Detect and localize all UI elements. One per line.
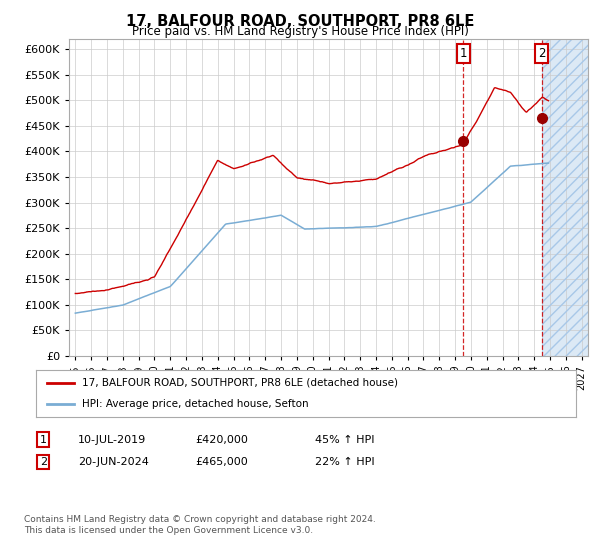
Text: 22% ↑ HPI: 22% ↑ HPI	[315, 457, 374, 467]
Text: 1: 1	[460, 47, 467, 60]
Text: £420,000: £420,000	[195, 435, 248, 445]
Text: 17, BALFOUR ROAD, SOUTHPORT, PR8 6LE: 17, BALFOUR ROAD, SOUTHPORT, PR8 6LE	[126, 14, 474, 29]
Bar	[542, 39, 588, 356]
Text: 45% ↑ HPI: 45% ↑ HPI	[315, 435, 374, 445]
Text: Contains HM Land Registry data © Crown copyright and database right 2024.
This d: Contains HM Land Registry data © Crown c…	[24, 515, 376, 535]
Text: 2: 2	[538, 47, 545, 60]
Text: 1: 1	[40, 435, 47, 445]
Text: £465,000: £465,000	[195, 457, 248, 467]
Bar	[542, 39, 588, 356]
Text: 17, BALFOUR ROAD, SOUTHPORT, PR8 6LE (detached house): 17, BALFOUR ROAD, SOUTHPORT, PR8 6LE (de…	[82, 378, 398, 388]
Text: 20-JUN-2024: 20-JUN-2024	[78, 457, 149, 467]
Text: HPI: Average price, detached house, Sefton: HPI: Average price, detached house, Seft…	[82, 399, 308, 409]
Text: Price paid vs. HM Land Registry's House Price Index (HPI): Price paid vs. HM Land Registry's House …	[131, 25, 469, 38]
Text: 2: 2	[40, 457, 47, 467]
Text: 10-JUL-2019: 10-JUL-2019	[78, 435, 146, 445]
